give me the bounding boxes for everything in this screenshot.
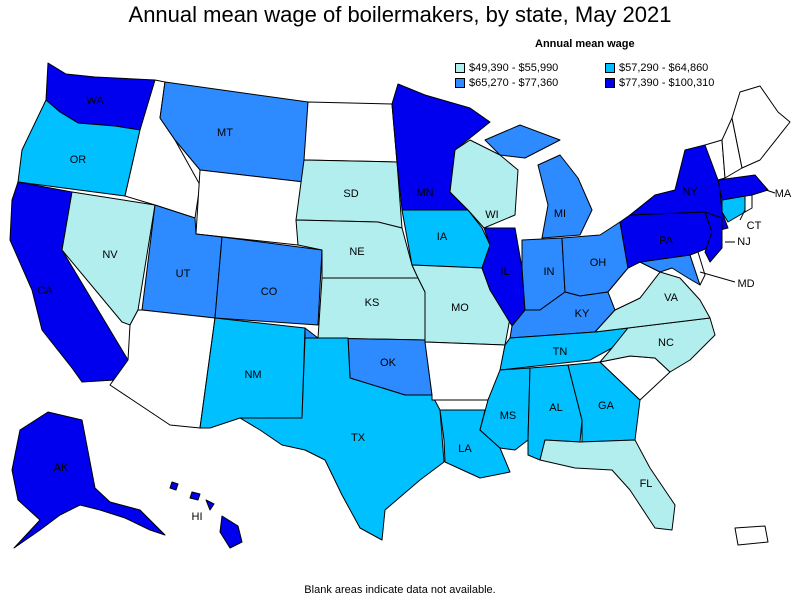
state-label-mo: MO [451, 302, 469, 314]
state-WI[interactable] [449, 139, 519, 229]
state-label-il: IL [500, 266, 509, 278]
state-label-ma: MA [775, 188, 792, 200]
map-title: Annual mean wage of boilermakers, by sta… [128, 2, 672, 27]
state-label-al: AL [549, 402, 562, 414]
state-label-in: IN [544, 266, 555, 278]
state-ND[interactable] [303, 101, 398, 163]
state-label-wi: WI [485, 209, 498, 221]
state-label-ok: OK [380, 357, 397, 369]
state-KS[interactable] [317, 277, 426, 341]
state-NJ[interactable] [704, 211, 723, 263]
state-label-la: LA [458, 443, 472, 455]
state-CO[interactable] [214, 236, 323, 326]
state-label-mi: MI [554, 208, 566, 220]
legend-label-1: $49,390 - $55,990 [469, 62, 559, 74]
state-MA[interactable] [717, 174, 769, 201]
legend-title: Annual mean wage [535, 38, 635, 50]
state-label-oh: OH [590, 257, 607, 269]
state-label-nv: NV [102, 249, 118, 261]
state-label-ut: UT [176, 268, 191, 280]
legend-item-4: $77,390 - $100,310 [605, 77, 735, 89]
state-label-co: CO [261, 286, 278, 298]
state-label-ny: NY [682, 186, 698, 198]
state-FL[interactable] [539, 439, 676, 531]
state-label-mt: MT [217, 127, 233, 139]
legend-label-4: $77,390 - $100,310 [619, 77, 715, 89]
state-label-tx: TX [351, 432, 366, 444]
state-label-fl: FL [640, 478, 653, 490]
state-labels: WA OR CA NV MT UT CO NM SD NE KS OK TX MN IA MO WI IL MI IN… [37, 95, 792, 523]
legend-label-2: $57,290 - $64,860 [619, 62, 709, 74]
state-label-hi: HI [192, 511, 203, 523]
territory-PR[interactable] [734, 525, 769, 546]
legend-swatch-1 [455, 63, 465, 73]
state-label-sd: SD [343, 188, 358, 200]
state-WY[interactable] [195, 169, 305, 246]
legend-swatch-4 [605, 78, 615, 88]
legend-item-3: $65,270 - $77,360 [455, 77, 605, 89]
state-label-nm: NM [244, 369, 261, 381]
state-label-md: MD [737, 278, 754, 290]
legend-swatch-3 [455, 78, 465, 88]
state-label-ak: AK [54, 462, 69, 474]
state-TX[interactable] [239, 337, 445, 541]
state-label-wa: WA [86, 95, 104, 107]
state-label-pa: PA [659, 235, 674, 247]
state-RI[interactable] [744, 194, 753, 213]
label-leaders [699, 189, 776, 283]
state-label-or: OR [70, 154, 87, 166]
state-label-nj: NJ [737, 236, 750, 248]
state-MI[interactable] [484, 124, 593, 239]
state-label-ky: KY [575, 308, 590, 320]
state-label-va: VA [664, 292, 679, 304]
legend-item-2: $57,290 - $64,860 [605, 62, 735, 74]
state-label-nc: NC [658, 337, 674, 349]
state-AZ[interactable] [109, 309, 216, 429]
state-AK[interactable] [11, 411, 166, 549]
legend-swatch-2 [605, 63, 615, 73]
footnote: Blank areas indicate data not available. [304, 584, 496, 596]
legend-label-3: $65,270 - $77,360 [469, 77, 559, 89]
state-label-ct: CT [747, 220, 762, 232]
state-label-ne: NE [349, 246, 364, 258]
state-label-tn: TN [553, 346, 568, 358]
legend-item-1: $49,390 - $55,990 [455, 62, 605, 74]
state-label-ia: IA [437, 231, 448, 243]
state-label-ms: MS [500, 410, 517, 422]
state-HI[interactable] [169, 481, 243, 549]
state-label-mn: MN [416, 187, 433, 199]
state-ME[interactable] [731, 85, 791, 169]
state-label-ks: KS [365, 297, 380, 309]
legend: Annual mean wage $49,390 - $55,990 $57,2… [455, 38, 714, 89]
state-label-ga: GA [598, 400, 615, 412]
state-label-ca: CA [37, 285, 53, 297]
